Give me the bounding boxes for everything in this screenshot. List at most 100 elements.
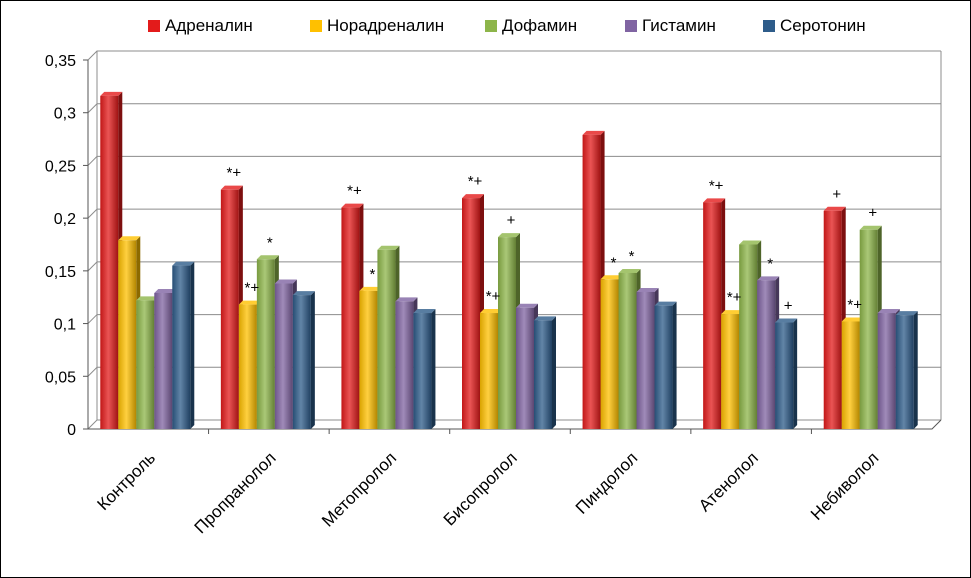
bar-side <box>310 291 315 429</box>
y-tick-label: 0,25 <box>45 158 76 175</box>
bar-top <box>877 309 900 314</box>
bar-top <box>100 91 123 96</box>
bar-top <box>256 255 279 260</box>
bar-top <box>775 318 798 323</box>
significance-mark: *+ <box>347 183 362 200</box>
bar: Серотонин — Атенолол: 0.101 <box>775 322 794 429</box>
bar: Серотонин — Небиволол: 0.108 <box>895 315 914 429</box>
legend-swatch <box>148 20 160 32</box>
legend-item: Серотонин <box>763 16 866 35</box>
bar-side <box>913 311 918 429</box>
bar: Дофамин — Контроль: 0.122 <box>136 300 155 429</box>
x-category-label: Бисопролол <box>440 448 521 529</box>
bar-top <box>395 297 418 302</box>
bar: Норадреналин — Небиволол: 0.102 <box>841 321 860 429</box>
bar-top <box>534 316 556 321</box>
bar: Адреналин — Метопролол: 0.21 <box>341 207 360 429</box>
bar: Дофамин — Пиндолол: 0.148 <box>618 272 637 429</box>
chart-legend: Адреналин Норадреналин Дофамин Гистамин Серо… <box>148 16 866 35</box>
bar-top <box>582 130 605 135</box>
bar: Норадреналин — Атенолол: 0.109 <box>721 314 740 429</box>
bar: Адреналин — Контроль: 0.316 <box>100 95 119 430</box>
bar-top <box>757 276 780 281</box>
bar: Норадреналин — Пропранолол: 0.118 <box>238 304 257 429</box>
bar-side <box>672 301 677 429</box>
y-tick-label: 0,35 <box>45 53 76 70</box>
significance-mark: *+ <box>709 177 724 194</box>
bar-top <box>823 206 846 211</box>
bar-side <box>793 318 798 429</box>
significance-mark: + <box>868 205 877 222</box>
bar-top <box>498 233 520 238</box>
bar-top <box>654 301 677 306</box>
gridline <box>87 50 941 61</box>
legend-item: Дофамин <box>485 16 577 35</box>
bar: Норадреналин — Бисопролол: 0.11 <box>480 313 498 429</box>
legend-swatch <box>310 20 322 32</box>
bar: Норадреналин — Пиндолол: 0.142 <box>600 279 619 429</box>
bar: Серотонин — Метопролол: 0.11 <box>413 313 432 429</box>
y-tick-label: 0,1 <box>54 317 76 334</box>
bar-top <box>172 261 195 266</box>
bar: Дофамин — Атенолол: 0.175 <box>739 244 758 429</box>
bar: Дофамин — Пропранолол: 0.161 <box>256 259 275 429</box>
legend-item: Адреналин <box>148 16 253 35</box>
bar-top <box>413 309 436 314</box>
bar: Гистамин — Бисопролол: 0.115 <box>516 307 534 429</box>
bar: Серотонин — Пропранолол: 0.127 <box>292 295 311 429</box>
x-category-label: Контроль <box>93 448 159 514</box>
significance-mark: + <box>832 186 841 203</box>
legend-label: Серотонин <box>780 16 866 35</box>
bar-top <box>238 300 261 305</box>
bar-top <box>377 245 400 250</box>
bar-top <box>636 287 659 292</box>
x-category-label: Пропранолол <box>191 448 280 537</box>
bar: Серотонин — Бисопролол: 0.103 <box>534 320 552 429</box>
x-category-label: Атенолол <box>695 448 762 515</box>
bar: Адреналин — Пропранолол: 0.227 <box>220 189 239 429</box>
significance-mark: *+ <box>486 288 501 305</box>
bar-top <box>721 310 744 315</box>
bar-top <box>220 185 243 190</box>
bar-side <box>431 309 436 429</box>
bar-top <box>341 203 364 208</box>
significance-mark: + <box>784 298 793 315</box>
significance-mark: *+ <box>245 280 260 297</box>
y-tick-label: 0 <box>67 422 76 439</box>
bar-top <box>136 296 159 301</box>
legend-label: Гистамин <box>642 16 716 35</box>
bar-top <box>118 236 141 241</box>
bar-top <box>703 198 726 203</box>
bar: Адреналин — Пиндолол: 0.279 <box>582 134 601 429</box>
significance-mark: * <box>767 255 773 272</box>
bar: Адреналин — Небиволол: 0.207 <box>823 210 842 429</box>
significance-mark: + <box>507 212 516 229</box>
legend-swatch <box>485 20 497 32</box>
bar-top <box>739 240 762 245</box>
bar-top <box>154 288 177 293</box>
legend-swatch <box>625 20 637 32</box>
bar: Гистамин — Пропранолол: 0.138 <box>274 283 293 429</box>
chart-bars: Адреналин — Контроль: 0.316 Норадреналин … <box>100 91 918 430</box>
x-category-label: Пиндолол <box>572 448 641 517</box>
y-tick-label: 0,05 <box>45 369 76 386</box>
significance-mark: *+ <box>727 289 742 306</box>
bar-top <box>292 291 315 296</box>
legend-label: Дофамин <box>502 16 577 35</box>
bar-top <box>600 275 623 280</box>
bar-top <box>841 317 864 322</box>
bar-top <box>895 311 918 316</box>
legend-swatch <box>763 20 775 32</box>
legend-label: Адреналин <box>165 16 253 35</box>
bar-side <box>552 316 556 429</box>
significance-mark: *+ <box>227 165 242 182</box>
significance-mark: * <box>370 266 376 283</box>
bar: Адреналин — Бисопролол: 0.219 <box>462 198 480 429</box>
bar-top <box>480 309 502 314</box>
bar: Дофамин — Небиволол: 0.189 <box>859 229 878 429</box>
gridline <box>87 103 941 114</box>
bar: Адреналин — Атенолол: 0.215 <box>703 202 722 429</box>
bar-top <box>516 303 538 308</box>
bar-top <box>859 225 882 230</box>
